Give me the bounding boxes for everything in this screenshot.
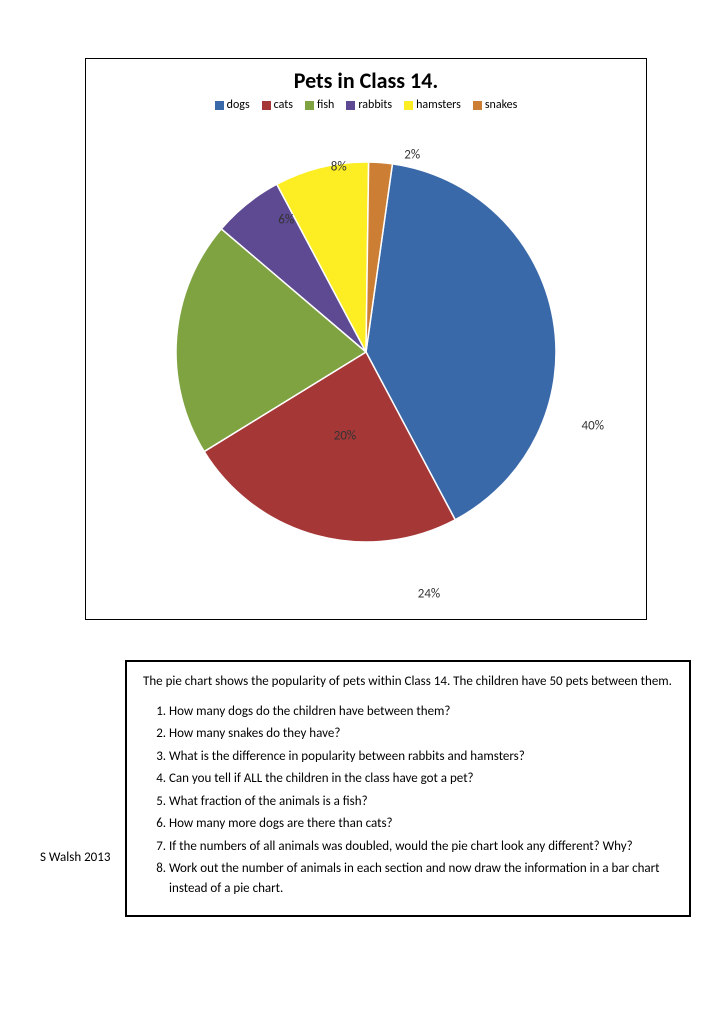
footer-text: S Walsh 2013 xyxy=(40,850,110,865)
legend-label: fish xyxy=(317,98,334,112)
legend-item: hamsters xyxy=(404,98,461,112)
question-item: Can you tell if ALL the children in the … xyxy=(169,769,673,789)
legend-label: dogs xyxy=(227,98,250,112)
slice-label: 40% xyxy=(582,418,604,433)
legend-item: cats xyxy=(262,98,293,112)
legend-swatch xyxy=(404,101,413,110)
legend-item: rabbits xyxy=(346,98,392,112)
legend-item: snakes xyxy=(473,98,517,112)
question-item: What is the difference in popularity bet… xyxy=(169,747,673,767)
question-item: What fraction of the animals is a fish? xyxy=(169,792,673,812)
legend: dogs cats fish rabbits hamsters snakes xyxy=(86,98,646,112)
legend-swatch xyxy=(346,101,355,110)
intro-text: The pie chart shows the popularity of pe… xyxy=(143,672,673,692)
legend-label: rabbits xyxy=(358,98,392,112)
question-item: How many more dogs are there than cats? xyxy=(169,814,673,834)
legend-swatch xyxy=(473,101,482,110)
slice-label: 8% xyxy=(331,160,347,175)
slice-label: 6% xyxy=(278,212,294,227)
legend-item: dogs xyxy=(215,98,250,112)
legend-item: fish xyxy=(305,98,334,112)
legend-label: cats xyxy=(274,98,293,112)
slice-label: 2% xyxy=(404,147,420,162)
question-box: The pie chart shows the popularity of pe… xyxy=(125,660,691,917)
chart-container: Pets in Class 14. dogs cats fish rabbits ham… xyxy=(85,58,647,620)
chart-title: Pets in Class 14. xyxy=(86,67,646,94)
legend-label: hamsters xyxy=(416,98,461,112)
slice-label: 24% xyxy=(418,586,440,601)
question-item: Work out the number of animals in each s… xyxy=(169,859,673,898)
legend-swatch xyxy=(305,101,314,110)
question-item: How many snakes do they have? xyxy=(169,724,673,744)
question-list: How many dogs do the children have betwe… xyxy=(143,702,673,899)
legend-swatch xyxy=(262,101,271,110)
question-item: If the numbers of all animals was double… xyxy=(169,837,673,857)
slice-label: 20% xyxy=(334,429,356,444)
pie-svg xyxy=(156,142,576,562)
pie-chart: 40%24%20%6%8%2% xyxy=(156,142,576,562)
question-item: How many dogs do the children have betwe… xyxy=(169,702,673,722)
legend-label: snakes xyxy=(485,98,517,112)
legend-swatch xyxy=(215,101,224,110)
